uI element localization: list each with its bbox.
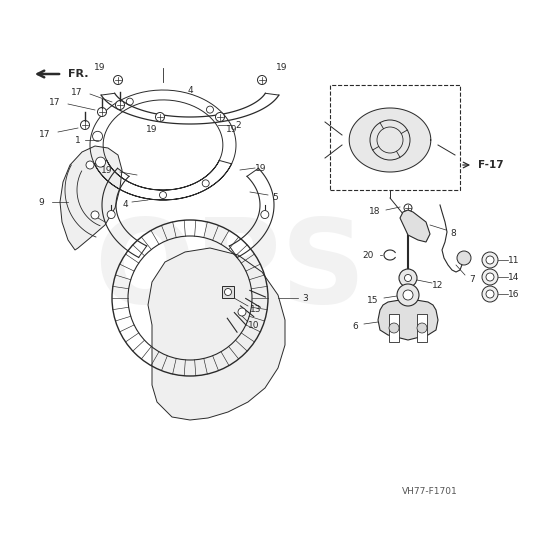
Circle shape xyxy=(486,256,494,264)
Text: 1: 1 xyxy=(75,136,81,144)
Circle shape xyxy=(127,98,133,105)
Circle shape xyxy=(156,113,165,122)
Circle shape xyxy=(261,211,269,218)
Bar xyxy=(222,286,234,298)
Bar xyxy=(417,314,427,342)
Text: 15: 15 xyxy=(366,296,378,305)
Circle shape xyxy=(225,288,231,296)
Circle shape xyxy=(86,161,94,169)
Polygon shape xyxy=(378,298,438,340)
Text: 20: 20 xyxy=(363,250,374,259)
Circle shape xyxy=(97,158,104,166)
Text: 8: 8 xyxy=(450,228,456,237)
Circle shape xyxy=(81,120,90,129)
Text: 5: 5 xyxy=(272,193,278,202)
Text: 19: 19 xyxy=(146,124,158,133)
Circle shape xyxy=(404,274,412,282)
Text: 10: 10 xyxy=(248,320,260,329)
Polygon shape xyxy=(148,248,285,420)
Text: VH77-F1701: VH77-F1701 xyxy=(402,488,458,497)
Bar xyxy=(330,85,460,190)
Text: 9: 9 xyxy=(38,198,44,207)
Circle shape xyxy=(238,308,246,316)
Circle shape xyxy=(96,157,106,167)
Circle shape xyxy=(107,211,115,218)
Circle shape xyxy=(389,323,399,333)
Bar xyxy=(389,314,399,342)
Text: F-17: F-17 xyxy=(478,160,503,170)
Text: 19: 19 xyxy=(226,124,238,133)
Text: 4: 4 xyxy=(122,199,128,208)
Text: 19: 19 xyxy=(276,63,288,72)
Text: 4: 4 xyxy=(187,86,193,95)
Circle shape xyxy=(216,113,225,122)
Circle shape xyxy=(403,290,413,300)
Text: OPS: OPS xyxy=(94,212,366,328)
Circle shape xyxy=(486,273,494,281)
Circle shape xyxy=(97,108,106,116)
Text: FR.: FR. xyxy=(68,69,88,79)
Circle shape xyxy=(91,211,99,219)
Circle shape xyxy=(114,76,123,85)
Text: 11: 11 xyxy=(508,255,520,264)
Polygon shape xyxy=(60,146,122,250)
Circle shape xyxy=(115,100,124,110)
Circle shape xyxy=(258,76,267,85)
Text: 19: 19 xyxy=(100,166,112,175)
Text: 16: 16 xyxy=(508,290,520,298)
Text: 7: 7 xyxy=(469,274,475,283)
Text: 17: 17 xyxy=(71,87,82,96)
Text: 17: 17 xyxy=(49,97,60,106)
Polygon shape xyxy=(349,108,431,172)
Polygon shape xyxy=(400,210,430,242)
Circle shape xyxy=(207,106,213,113)
Circle shape xyxy=(486,290,494,298)
Circle shape xyxy=(417,323,427,333)
Text: 17: 17 xyxy=(39,129,50,138)
Text: 6: 6 xyxy=(352,321,358,330)
Text: 12: 12 xyxy=(432,281,444,290)
Circle shape xyxy=(482,269,498,285)
Text: 3: 3 xyxy=(302,293,308,302)
Text: 19: 19 xyxy=(255,164,267,172)
Text: 18: 18 xyxy=(368,207,380,216)
Circle shape xyxy=(482,252,498,268)
Circle shape xyxy=(202,180,209,187)
Circle shape xyxy=(457,251,471,265)
Text: 14: 14 xyxy=(508,273,520,282)
Text: 19: 19 xyxy=(94,63,106,72)
Circle shape xyxy=(92,131,102,141)
Circle shape xyxy=(399,269,417,287)
Circle shape xyxy=(404,204,412,212)
Circle shape xyxy=(482,286,498,302)
Text: 13: 13 xyxy=(250,305,262,314)
Circle shape xyxy=(160,192,166,199)
Text: 2: 2 xyxy=(235,120,241,129)
Circle shape xyxy=(397,284,419,306)
